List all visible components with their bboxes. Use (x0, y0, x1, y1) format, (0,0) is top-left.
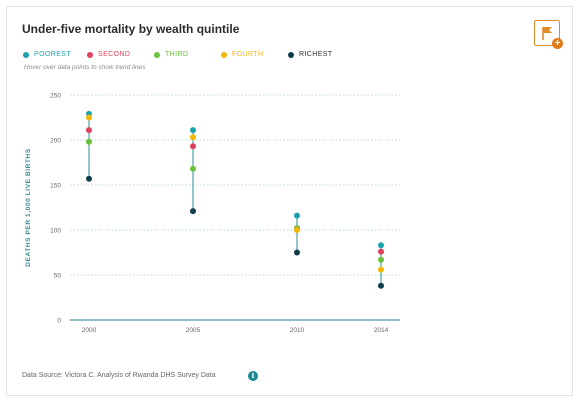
x-tick-label: 2010 (290, 327, 305, 334)
data-point-third[interactable] (86, 138, 92, 145)
data-point-fourth[interactable] (86, 114, 92, 121)
chart-card: Under-five mortality by wealth quintile … (6, 6, 573, 396)
legend-swatch (221, 52, 227, 58)
legend-swatch (23, 52, 29, 58)
legend-label: THIRD (165, 51, 189, 58)
data-point-second[interactable] (86, 127, 92, 134)
x-tick-label: 2014 (374, 327, 389, 334)
data-point-poorest[interactable] (294, 212, 300, 219)
legend-swatch (154, 52, 160, 58)
data-point-richest[interactable] (378, 282, 384, 289)
data-point-second[interactable] (378, 248, 384, 255)
chart-title: Under-five mortality by wealth quintile (22, 22, 240, 36)
data-point-fourth[interactable] (378, 266, 384, 273)
hover-hint: Hover over data points to show trend lin… (24, 64, 146, 71)
data-point-fourth[interactable] (294, 227, 300, 233)
data-point-richest[interactable] (190, 208, 196, 215)
data-point-third[interactable] (378, 256, 384, 263)
data-source: Data Source: Victora C. Analysis of Rwan… (22, 372, 216, 379)
data-point-richest[interactable] (86, 175, 92, 182)
legend-label: FOURTH (232, 51, 264, 58)
legend-label: POOREST (34, 51, 72, 58)
y-tick-label: 0 (57, 318, 61, 325)
legend-swatch (87, 52, 93, 58)
y-tick-label: 200 (50, 138, 61, 145)
x-tick-label: 2005 (186, 327, 201, 334)
flag-button[interactable]: + (534, 20, 563, 49)
data-point-richest[interactable] (294, 249, 300, 256)
y-tick-label: 100 (50, 228, 61, 235)
info-icon[interactable]: i (248, 371, 258, 381)
legend-label: RICHEST (299, 51, 333, 58)
x-tick-label: 2000 (82, 327, 97, 334)
flag-icon (542, 27, 552, 40)
data-point-poorest[interactable] (190, 127, 196, 134)
y-tick-label: 250 (50, 93, 61, 100)
data-point-third[interactable] (190, 165, 196, 172)
y-tick-label: 50 (54, 273, 62, 280)
y-tick-label: 150 (50, 183, 61, 190)
legend: POOREST SECOND THIRD FOURTH RICHEST (23, 49, 363, 61)
y-axis-label: DEATHS PER 1,000 LIVE BIRTHS (25, 148, 32, 267)
legend-swatch (288, 52, 294, 58)
plus-icon: + (552, 38, 563, 49)
data-point-fourth[interactable] (190, 134, 196, 141)
data-point-poorest[interactable] (378, 242, 384, 249)
data-point-second[interactable] (190, 143, 196, 150)
legend-label: SECOND (98, 51, 131, 58)
